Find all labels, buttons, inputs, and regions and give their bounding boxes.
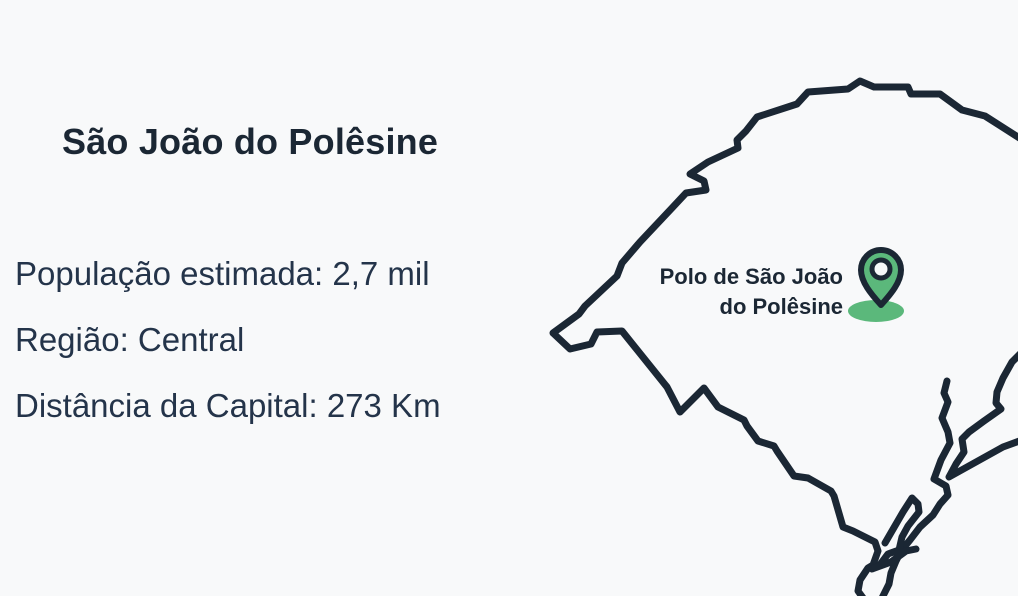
map-marker-label: Polo de São João do Polêsine <box>600 262 843 322</box>
pin-shadow <box>848 300 904 322</box>
map-marker-label-line2: do Polêsine <box>719 294 843 319</box>
pin-hole <box>869 257 893 281</box>
facts-list: População estimada: 2,7 mil Região: Cent… <box>15 256 575 454</box>
page-title: São João do Polêsine <box>62 121 439 162</box>
coastline-north-path <box>945 351 1018 481</box>
map-pin-icon <box>848 247 904 322</box>
fact-region: Região: Central <box>15 321 245 358</box>
state-border-path <box>549 77 1018 596</box>
lagoon-hook-path <box>868 494 923 573</box>
fact-population: População estimada: 2,7 mil <box>15 255 430 292</box>
fact-distance: Distância da Capital: 273 Km <box>15 387 441 424</box>
map-marker-label-line1: Polo de São João <box>659 264 843 289</box>
